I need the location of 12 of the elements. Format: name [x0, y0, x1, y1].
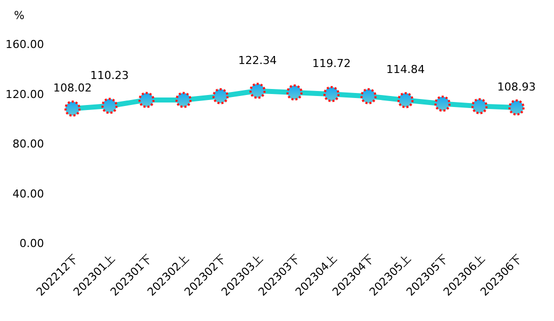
- data-label: 114.84: [386, 63, 425, 76]
- y-tick-label: 40.00: [12, 187, 44, 200]
- y-tick-label: 120.00: [6, 88, 44, 101]
- y-tick-label: 160.00: [6, 38, 44, 51]
- data-label: 108.93: [497, 80, 536, 94]
- data-label: 108.02: [53, 82, 92, 95]
- data-label: 122.34: [238, 54, 277, 67]
- y-tick-label: 80.00: [12, 138, 44, 150]
- data-label: 119.72: [312, 57, 351, 70]
- y-tick-label: 0.00: [20, 237, 44, 250]
- data-label: 110.23: [90, 68, 129, 82]
- y-axis-title: %: [14, 9, 24, 22]
